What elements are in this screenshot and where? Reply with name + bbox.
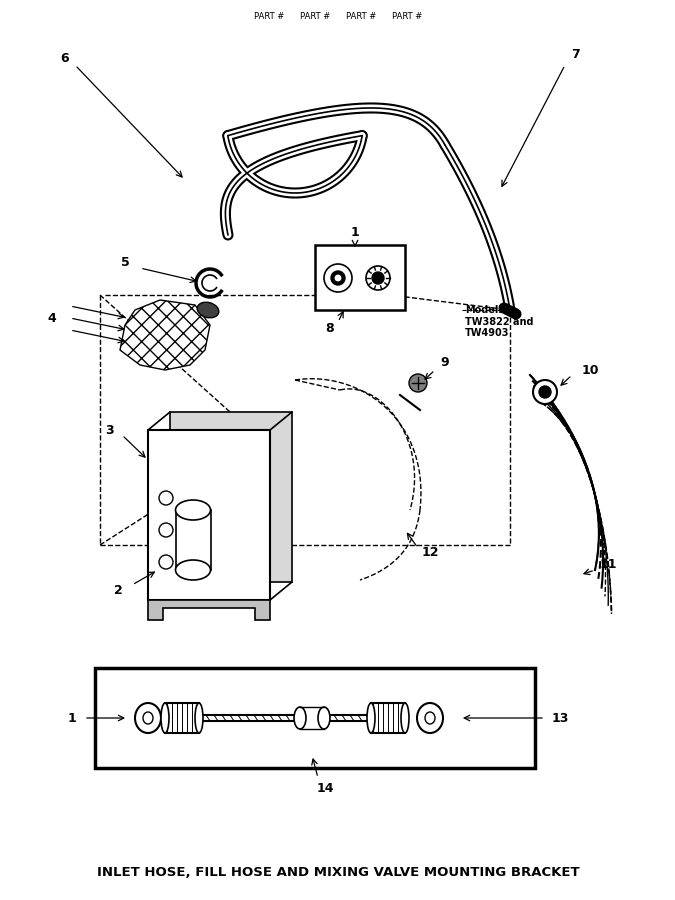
Circle shape [159, 555, 173, 569]
Bar [371, 703, 405, 733]
Ellipse shape [367, 703, 375, 733]
Text: 7: 7 [570, 49, 579, 61]
Ellipse shape [161, 703, 169, 733]
Text: 2: 2 [113, 583, 122, 597]
Ellipse shape [324, 264, 352, 292]
Circle shape [159, 491, 173, 505]
Circle shape [159, 523, 173, 537]
Ellipse shape [143, 712, 153, 724]
Circle shape [409, 374, 427, 392]
Text: INLET HOSE, FILL HOSE AND MIXING VALVE MOUNTING BRACKET: INLET HOSE, FILL HOSE AND MIXING VALVE M… [97, 866, 579, 878]
Ellipse shape [425, 712, 435, 724]
Bar [176, 510, 211, 570]
Text: 11: 11 [599, 559, 617, 572]
Text: 10: 10 [581, 364, 599, 376]
Text: 14: 14 [317, 781, 333, 795]
Ellipse shape [366, 266, 390, 290]
Polygon shape [170, 412, 292, 582]
Text: 9: 9 [441, 356, 450, 368]
Ellipse shape [195, 703, 203, 733]
Ellipse shape [135, 703, 161, 733]
Ellipse shape [294, 707, 306, 729]
Text: 12: 12 [421, 545, 439, 559]
Ellipse shape [176, 500, 211, 520]
Polygon shape [148, 600, 270, 620]
Ellipse shape [331, 271, 345, 285]
Bar [148, 430, 270, 600]
Text: 5: 5 [121, 256, 130, 268]
Bar [165, 703, 199, 733]
Ellipse shape [176, 560, 211, 580]
Ellipse shape [334, 274, 342, 282]
Text: 8: 8 [325, 321, 334, 335]
Circle shape [533, 380, 557, 404]
Text: 6: 6 [61, 51, 70, 65]
Text: 1: 1 [68, 712, 76, 724]
Polygon shape [120, 300, 210, 370]
Circle shape [539, 386, 551, 398]
Ellipse shape [197, 302, 219, 318]
Bar [300, 707, 324, 729]
Ellipse shape [372, 272, 384, 284]
Text: 3: 3 [106, 424, 114, 436]
Text: PART #      PART #      PART #      PART #: PART # PART # PART # PART # [254, 12, 422, 21]
Text: Models
TW3822 and
TW4903: Models TW3822 and TW4903 [465, 305, 533, 338]
Bar [95, 668, 535, 768]
Text: 1: 1 [350, 226, 359, 239]
Text: 4: 4 [48, 311, 57, 325]
Ellipse shape [401, 703, 409, 733]
Ellipse shape [417, 703, 443, 733]
Ellipse shape [318, 707, 330, 729]
Bar [315, 245, 405, 310]
Text: 13: 13 [551, 712, 568, 724]
